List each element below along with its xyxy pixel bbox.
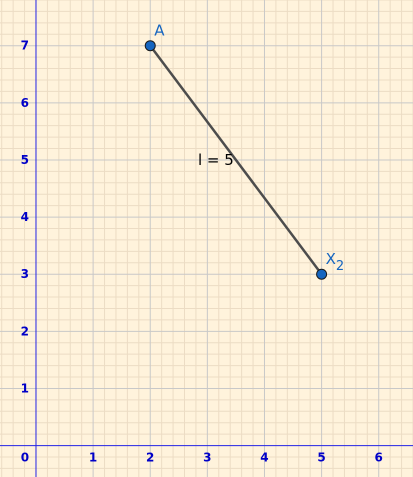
x-tick-label: 2 [146,451,154,465]
x-tick-label: 5 [317,451,325,465]
y-tick-label: 2 [21,324,29,338]
point-x[interactable] [317,269,327,279]
point-label-a: A [154,22,165,40]
x-tick-label: 1 [89,451,97,465]
y-tick-label: 7 [21,39,29,53]
x-tick-label: 3 [203,451,211,465]
x-tick-label: 6 [375,451,383,465]
y-tick-label: 6 [21,96,29,110]
x-tick-label: 4 [260,451,268,465]
segment-length-label: l = 5 [198,151,234,169]
y-tick-label: 3 [21,267,29,281]
y-tick-label: 1 [21,381,29,395]
point-a[interactable] [145,41,155,51]
y-tick-label: 4 [21,210,29,224]
y-tick-label: 5 [21,153,29,167]
origin-label: 0 [21,451,29,465]
segment-labels: l = 5 [198,151,234,169]
